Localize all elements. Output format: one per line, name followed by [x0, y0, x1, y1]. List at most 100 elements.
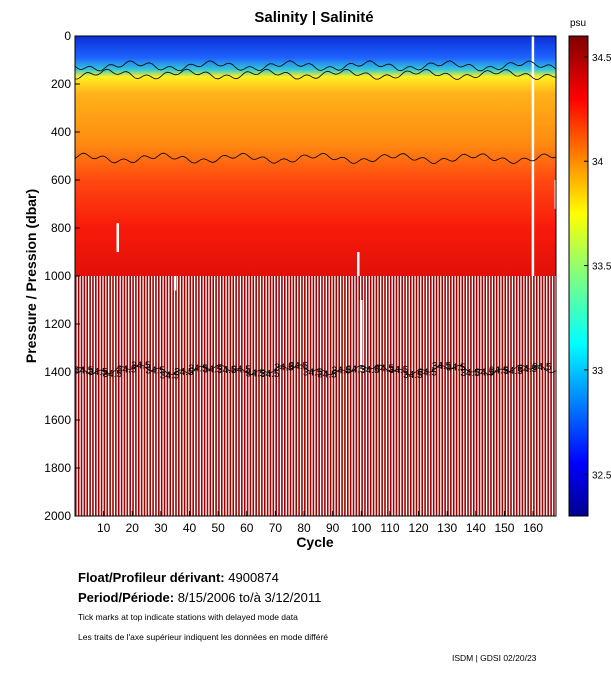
deep-profile-stripe [461, 276, 464, 516]
x-tick-label: 70 [269, 521, 283, 535]
deep-profile-stripe [226, 276, 229, 516]
note-french: Les traits de l'axe supérieur indiquent … [78, 632, 329, 642]
y-tick-label: 2000 [44, 509, 71, 523]
deep-profile-stripe [223, 276, 226, 516]
contour-line [75, 152, 556, 165]
deep-profile-stripe [418, 276, 421, 516]
deep-profile-stripe [375, 276, 378, 516]
deep-profile-stripe [160, 276, 163, 516]
deep-profile-stripe [493, 276, 495, 516]
colorbar-tick-label: 33.5 [592, 262, 611, 273]
deep-profile-stripe [112, 276, 114, 516]
plot-area: 34.534.534.534.534.534.534.534.534.534.5… [75, 36, 556, 516]
deep-profile-stripe [335, 276, 338, 516]
deep-profile-stripe [495, 276, 498, 516]
x-tick-label: 80 [297, 521, 311, 535]
deep-profile-stripe [464, 276, 466, 516]
deep-profile-stripe [507, 276, 509, 516]
deep-profile-stripe [490, 276, 492, 516]
colorbar-unit: psu [570, 18, 586, 29]
contour-label: 34.5 [374, 363, 394, 374]
deep-profile-stripe [381, 276, 383, 516]
missing-data-gaps [116, 36, 556, 372]
contour-label: 34.5 [131, 360, 151, 371]
deep-profile-stripe [229, 276, 232, 516]
x-tick-label: 40 [183, 521, 197, 535]
y-tick-label: 1600 [44, 413, 71, 427]
x-tick-label: 110 [380, 521, 399, 535]
contour-labels: 34.534.534.534.534.534.534.534.534.534.5… [75, 360, 552, 381]
colorbar-tick-label: 34.5 [592, 53, 611, 64]
y-axis-ticks: 0 200 400 600 800 1000 1200 1400 1600 1800 2000 [44, 29, 80, 523]
x-tick-label: 90 [326, 521, 340, 535]
deep-profile-stripe [304, 276, 306, 516]
contour-label: 34.5 [289, 361, 309, 372]
deep-profile-stripe [195, 276, 197, 516]
deep-profile-stripe [378, 276, 381, 516]
deep-profile-stripe [450, 276, 452, 516]
deep-profile-stripe [269, 276, 272, 516]
deep-profile-stripe [232, 276, 235, 516]
deep-profile-stripe [166, 276, 169, 516]
deep-profile-stripe [392, 276, 395, 516]
credit: ISDM | GDSI 02/20/23 [452, 653, 537, 663]
deep-profile-stripe [235, 276, 237, 516]
deep-profile-stripe [415, 276, 418, 516]
deep-profile-stripe [369, 276, 372, 516]
deep-profile-stripe [140, 276, 143, 516]
deep-profile-stripe [533, 276, 535, 516]
deep-profile-stripe [80, 276, 83, 516]
deep-profile-stripe [255, 276, 257, 516]
deep-profile-stripe [346, 276, 349, 516]
deep-profile-stripe [306, 276, 309, 516]
contour-label: 34.5 [389, 365, 409, 376]
deep-profile-stripe [189, 276, 192, 516]
deep-profile-stripe [504, 276, 507, 516]
period-start: 8/15/2006 [177, 590, 236, 605]
deep-profile-stripe [243, 276, 246, 516]
deep-profile-stripe [430, 276, 432, 516]
deep-profile-stripe [215, 276, 217, 516]
x-tick-label: 20 [126, 521, 140, 535]
contour-label: 34.5 [446, 363, 466, 374]
deep-profile-stripe [275, 276, 277, 516]
deep-profile-stripe [550, 276, 552, 516]
deep-profile-stripe [258, 276, 260, 516]
deep-profile-stripe [484, 276, 486, 516]
deep-profile-stripe [103, 276, 106, 516]
contour-label: 34.5 [174, 367, 194, 378]
contour-label: 34.5 [231, 365, 251, 376]
colorbar-tick-label: 33 [592, 366, 604, 377]
deep-profile-stripe [538, 276, 541, 516]
deep-profile-stripe [284, 276, 286, 516]
x-tick-label: 60 [240, 521, 254, 535]
deep-profile-stripe [95, 276, 97, 516]
deep-profile-stripe [158, 276, 160, 516]
deep-profile-stripe [261, 276, 263, 516]
missing-data-gap [531, 36, 535, 276]
deep-profile-stripe [97, 276, 100, 516]
deep-profile-stripe [338, 276, 340, 516]
missing-data-gap [359, 300, 363, 372]
deep-profile-stripe [535, 276, 538, 516]
deep-profile-stripe [361, 276, 363, 516]
deep-profile-stripe [435, 276, 438, 516]
deep-profile-stripe [438, 276, 441, 516]
contour-line [75, 364, 556, 376]
y-tick-label: 0 [64, 29, 71, 43]
x-tick-label: 160 [523, 521, 543, 535]
deep-profile-stripe [152, 276, 154, 516]
missing-data-gap [173, 276, 177, 291]
deep-profile-stripe [372, 276, 375, 516]
x-tick-label: 130 [437, 521, 457, 535]
contour-label: 34.5 [188, 363, 208, 374]
contour-label: 34.5 [360, 365, 380, 376]
deep-profile-stripe [444, 276, 446, 516]
deep-profile-stripe [206, 276, 209, 516]
y-tick-label: 1000 [44, 269, 71, 283]
contour-label: 34.5 [432, 361, 452, 372]
deep-profile-stripe [186, 276, 189, 516]
contour-label: 34.5 [460, 368, 480, 379]
x-tick-label: 120 [409, 521, 429, 535]
x-axis-label: Cycle [296, 534, 334, 550]
